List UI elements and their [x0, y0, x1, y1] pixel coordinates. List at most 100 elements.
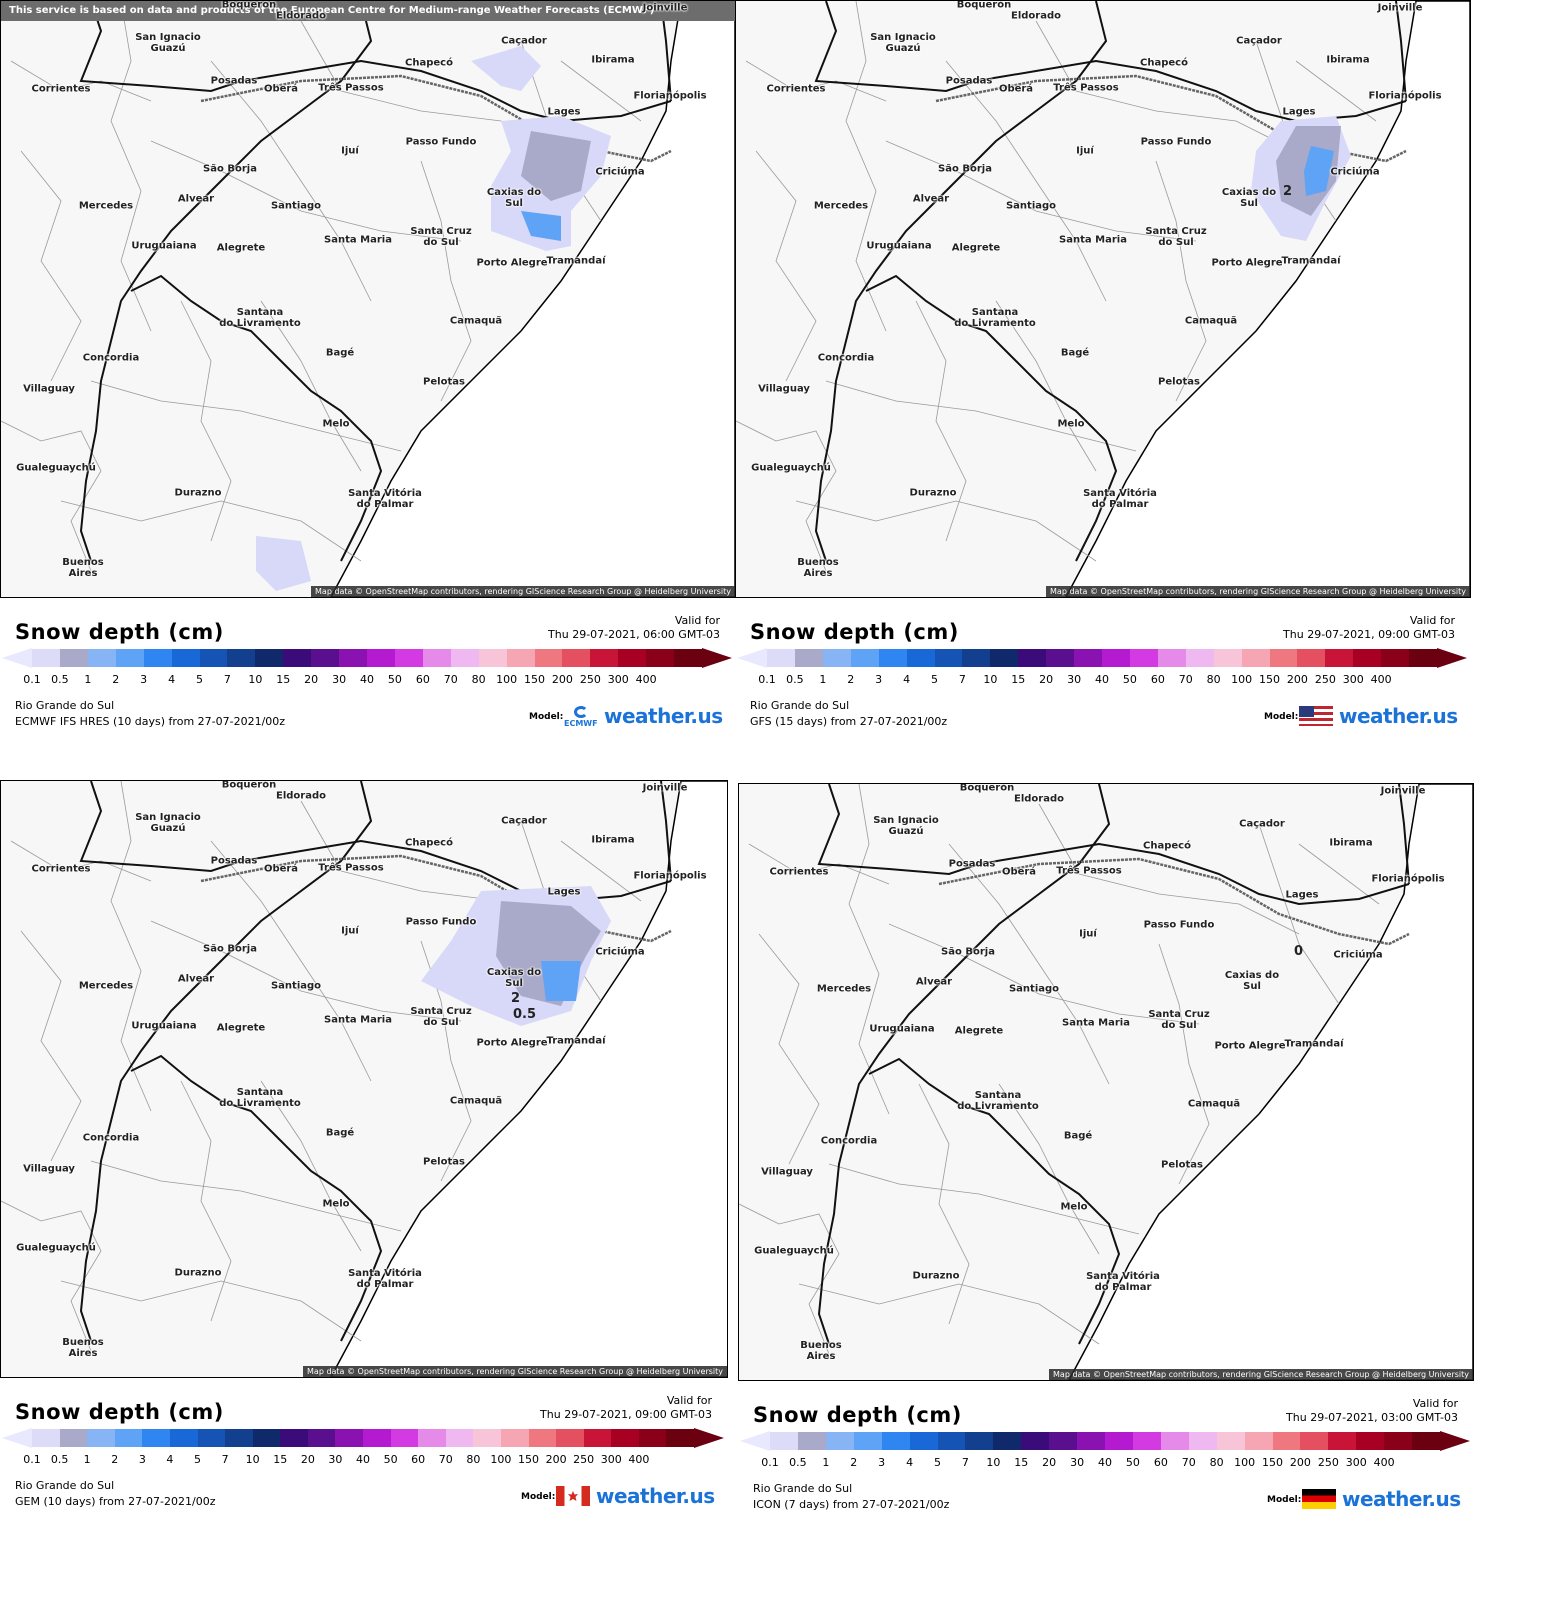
- scale-swatch: [638, 1429, 667, 1447]
- city-label: Eldorado: [1014, 793, 1064, 805]
- snow-depth-map[interactable]: San Ignacio Guazú Caçador Chapecó Ibirama Po…: [738, 783, 1474, 1381]
- weather-us-logo[interactable]: weather.us: [604, 704, 723, 728]
- scale-swatch: [965, 1432, 994, 1450]
- city-label: Lages: [1282, 106, 1316, 118]
- city-label: Camaquã: [1187, 1098, 1241, 1110]
- city-label: Mercedes: [816, 983, 872, 995]
- city-label: Uruguaiana: [131, 1020, 197, 1032]
- city-label: Buenos Aires: [800, 1340, 842, 1362]
- city-label: Ijuí: [1076, 145, 1094, 157]
- city-label: Villaguay: [23, 1163, 75, 1175]
- valid-for-label: Valid for: [674, 614, 720, 627]
- scale-tick-label: 10: [245, 1453, 260, 1466]
- city-label: Santiago: [1008, 983, 1060, 995]
- scale-tick-label: 60: [1150, 673, 1165, 686]
- city-label: Boquerón: [221, 0, 277, 11]
- city-label: Gualeguaychú: [754, 1245, 834, 1257]
- scale-tick-label: 100: [490, 1453, 512, 1466]
- scale-swatch: [255, 649, 284, 667]
- city-label: Uruguaiana: [869, 1023, 935, 1035]
- city-label: Porto Alegre: [1214, 1040, 1286, 1052]
- forecast-panel-p3: San Ignacio Guazú Caçador Chapecó Ibirama Po…: [0, 780, 760, 1560]
- scale-swatch: [1297, 649, 1326, 667]
- scale-tick-label: 50: [1122, 673, 1137, 686]
- scale-swatch: [143, 649, 173, 667]
- scale-tick-label: 5: [931, 673, 938, 686]
- city-label: Santana do Livramento: [219, 1087, 301, 1109]
- city-label: Melo: [1060, 1201, 1088, 1213]
- city-label: Criciúma: [1330, 166, 1380, 178]
- scale-tick-label: 60: [1153, 1456, 1168, 1469]
- city-label: Santa Vitória do Palmar: [1083, 488, 1157, 510]
- city-label: São Borja: [203, 943, 257, 955]
- snow-depth-map[interactable]: San Ignacio Guazú Caçador Chapecó Ibirama Po…: [0, 780, 728, 1378]
- city-label: Concordia: [817, 352, 875, 364]
- scale-tick-label: 0.1: [23, 1453, 41, 1466]
- city-label: Lages: [1285, 889, 1319, 901]
- scale-tick-label: 20: [300, 1453, 315, 1466]
- weather-us-logo[interactable]: weather.us: [596, 1484, 715, 1508]
- scale-tick-label: 30: [332, 673, 347, 686]
- scale-tick-label: 4: [906, 1456, 914, 1469]
- scale-tick-label: 50: [383, 1453, 398, 1466]
- city-label: Posadas: [945, 75, 993, 87]
- scale-tick-label: 400: [1370, 673, 1392, 686]
- contour-label: 0: [1294, 944, 1304, 959]
- snow-depth-map[interactable]: This service is based on data and produc…: [0, 0, 736, 598]
- city-label: Ijuí: [341, 145, 359, 157]
- city-label: Passo Fundo: [405, 136, 477, 148]
- scale-tick-label: 300: [607, 673, 629, 686]
- forecast-panel-p2: San Ignacio Guazú Caçador Chapecó Ibirama Po…: [735, 0, 1495, 780]
- scale-swatch: [1272, 1432, 1301, 1450]
- city-label: Joinville: [642, 2, 688, 14]
- snow-depth-map[interactable]: San Ignacio Guazú Caçador Chapecó Ibirama Po…: [735, 0, 1471, 598]
- city-label: Uruguaiana: [131, 240, 197, 252]
- city-label: Bagé: [325, 1127, 355, 1139]
- city-label: Caxias do Sul: [1224, 970, 1280, 992]
- city-label: Corrientes: [766, 83, 826, 95]
- city-label: Ijuí: [1079, 928, 1097, 940]
- scale-tick-label: 400: [1373, 1456, 1395, 1469]
- scale-tick-label: 150: [518, 1453, 539, 1466]
- city-label: Santana do Livramento: [219, 307, 301, 329]
- city-label: Passo Fundo: [405, 916, 477, 928]
- scale-swatch: [562, 649, 591, 667]
- city-label: Alvear: [177, 193, 215, 205]
- scale-swatch: [767, 649, 796, 667]
- scale-tick-label: 250: [1317, 1456, 1339, 1469]
- scale-tick-label: 5: [196, 673, 203, 686]
- weather-us-logo[interactable]: weather.us: [1339, 704, 1458, 728]
- city-label: Pelotas: [423, 1156, 465, 1168]
- scale-max-arrow: [694, 1428, 724, 1448]
- city-label: Durazno: [174, 1267, 222, 1279]
- city-label: Bagé: [1060, 347, 1090, 359]
- scale-swatch: [169, 1429, 198, 1447]
- scale-swatch: [590, 649, 619, 667]
- scale-tick-label: 250: [1314, 673, 1336, 686]
- scale-tick-label: 2: [850, 1456, 858, 1469]
- city-label: Concordia: [820, 1135, 878, 1147]
- city-label: Três Passos: [318, 862, 384, 874]
- city-label: Melo: [1057, 418, 1085, 430]
- city-label: Santiago: [1005, 200, 1057, 212]
- city-label: Mercedes: [813, 200, 869, 212]
- scale-tick-label: 60: [411, 1453, 426, 1466]
- city-label: Caçador: [501, 35, 547, 47]
- city-label: Boquerón: [959, 783, 1015, 794]
- city-label: Criciúma: [595, 946, 645, 958]
- scale-swatch: [556, 1429, 585, 1447]
- map-canvas: [1, 781, 727, 1377]
- weather-us-logo[interactable]: weather.us: [1342, 1487, 1461, 1511]
- scale-tick-label: 10: [983, 673, 998, 686]
- city-label: Gualeguaychú: [16, 462, 96, 474]
- city-label: Santa Cruz do Sul: [1145, 226, 1207, 248]
- scale-tick-label: 40: [360, 673, 374, 686]
- city-label: Caçador: [501, 815, 547, 827]
- scale-tick-label: 3: [138, 1453, 146, 1466]
- city-label: Chapecó: [1140, 57, 1188, 69]
- snow-area-2cm: [1304, 146, 1334, 196]
- city-label: Oberá: [263, 863, 299, 875]
- city-label: Caxias do Sul: [486, 187, 542, 209]
- city-label: Alvear: [177, 973, 215, 985]
- scale-swatch: [618, 649, 647, 667]
